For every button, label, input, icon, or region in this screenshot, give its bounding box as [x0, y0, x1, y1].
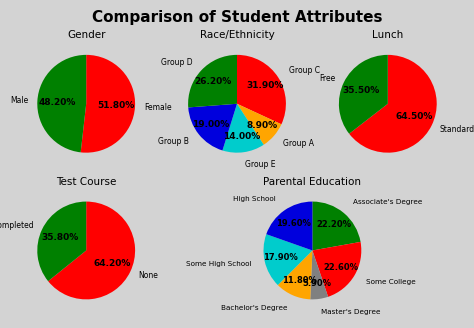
Text: Some High School: Some High School	[186, 261, 251, 267]
Text: Some College: Some College	[366, 279, 416, 285]
Text: 51.80%: 51.80%	[97, 101, 134, 110]
Text: None: None	[138, 271, 158, 280]
Wedge shape	[237, 104, 282, 145]
Text: Group C: Group C	[289, 66, 319, 75]
Text: Group E: Group E	[246, 160, 276, 169]
Text: 5.90%: 5.90%	[302, 279, 332, 288]
Text: 14.00%: 14.00%	[223, 132, 260, 141]
Title: Test Course: Test Course	[56, 177, 117, 187]
Wedge shape	[266, 202, 312, 251]
Text: 8.90%: 8.90%	[246, 121, 278, 130]
Text: Associate's Degree: Associate's Degree	[353, 199, 422, 206]
Text: 31.90%: 31.90%	[246, 81, 284, 90]
Wedge shape	[312, 242, 361, 297]
Title: Gender: Gender	[67, 31, 105, 40]
Wedge shape	[312, 202, 361, 251]
Text: 26.20%: 26.20%	[194, 77, 231, 86]
Text: Group A: Group A	[283, 139, 314, 148]
Wedge shape	[222, 104, 264, 153]
Wedge shape	[188, 104, 237, 151]
Text: Group B: Group B	[158, 137, 189, 146]
Title: Parental Education: Parental Education	[264, 177, 361, 187]
Text: 11.80%: 11.80%	[282, 277, 317, 285]
Text: 19.00%: 19.00%	[192, 120, 229, 129]
Text: 35.80%: 35.80%	[41, 233, 78, 242]
Text: 17.90%: 17.90%	[263, 253, 297, 262]
Text: Female: Female	[144, 103, 172, 112]
Wedge shape	[339, 55, 388, 134]
Text: Group D: Group D	[161, 58, 192, 67]
Wedge shape	[278, 251, 312, 299]
Text: 64.50%: 64.50%	[395, 112, 433, 121]
Wedge shape	[310, 251, 328, 299]
Wedge shape	[188, 55, 237, 108]
Wedge shape	[81, 55, 135, 153]
Wedge shape	[264, 234, 312, 285]
Wedge shape	[37, 55, 86, 153]
Text: Bachelor's Degree: Bachelor's Degree	[221, 305, 287, 311]
Text: 48.20%: 48.20%	[38, 98, 75, 107]
Text: 19.60%: 19.60%	[276, 219, 310, 228]
Text: Master's Degree: Master's Degree	[321, 309, 381, 316]
Wedge shape	[37, 202, 86, 281]
Text: 35.50%: 35.50%	[343, 86, 380, 95]
Text: Completed: Completed	[0, 221, 34, 230]
Text: High School: High School	[234, 196, 276, 202]
Text: 22.60%: 22.60%	[324, 263, 358, 272]
Title: Race/Ethnicity: Race/Ethnicity	[200, 31, 274, 40]
Text: Male: Male	[10, 96, 28, 105]
Text: Standard: Standard	[439, 125, 474, 133]
Wedge shape	[48, 202, 135, 299]
Text: 22.20%: 22.20%	[316, 220, 351, 230]
Text: Comparison of Student Attributes: Comparison of Student Attributes	[92, 10, 382, 25]
Title: Lunch: Lunch	[372, 31, 403, 40]
Text: Free: Free	[320, 74, 336, 83]
Text: 64.20%: 64.20%	[94, 259, 131, 268]
Wedge shape	[237, 55, 286, 124]
Wedge shape	[349, 55, 437, 153]
